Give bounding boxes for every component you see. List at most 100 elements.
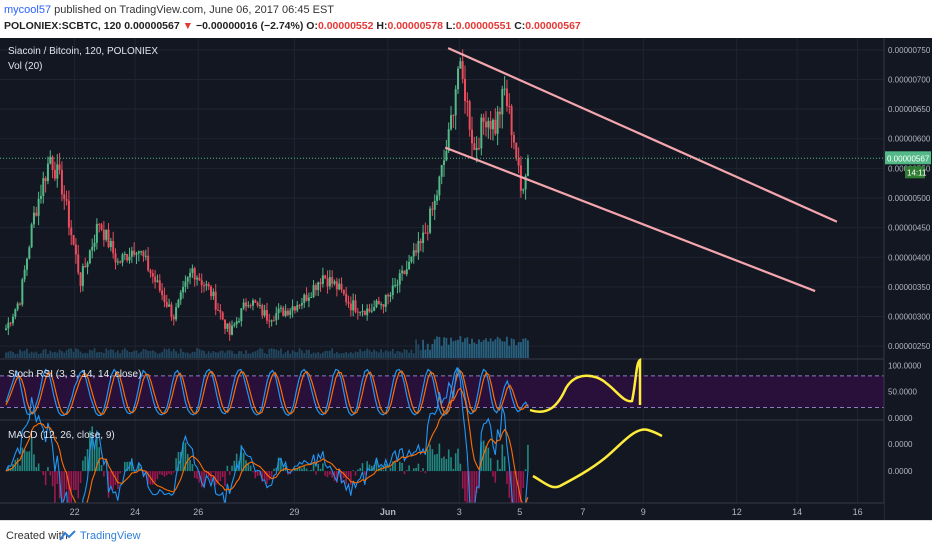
macd-histogram-bar bbox=[364, 471, 366, 476]
macd-histogram-bar bbox=[408, 465, 410, 472]
macd-histogram-bar bbox=[340, 471, 343, 482]
candle bbox=[443, 160, 446, 165]
volume-bar bbox=[431, 343, 434, 358]
price-axis[interactable]: 0.00000750 0.00000700 0.00000650 0.00000600… bbox=[883, 38, 932, 520]
macd-histogram-bar bbox=[336, 471, 338, 483]
volume-bar bbox=[177, 353, 180, 358]
volume-bar bbox=[368, 349, 371, 358]
macd-histogram-bar bbox=[471, 471, 473, 520]
volume-bar bbox=[47, 353, 49, 358]
candle bbox=[258, 305, 261, 307]
price-pane[interactable] bbox=[0, 47, 884, 358]
candle bbox=[426, 232, 429, 234]
volume-bar bbox=[196, 348, 198, 358]
time-tick-label: 29 bbox=[289, 507, 299, 517]
macd-histogram-bar bbox=[447, 449, 450, 472]
candle bbox=[210, 286, 213, 297]
macd-histogram-bar bbox=[312, 463, 315, 472]
macd-histogram-bar bbox=[242, 452, 245, 472]
volume-bar bbox=[424, 349, 427, 358]
macd-pane[interactable] bbox=[0, 367, 884, 520]
volume-bar bbox=[461, 342, 464, 358]
macd-histogram-bar bbox=[496, 459, 499, 472]
macd-histogram-bar bbox=[42, 471, 45, 476]
macd-histogram-bar bbox=[68, 471, 70, 517]
macd-histogram-bar bbox=[228, 471, 231, 475]
volume-bar bbox=[107, 350, 110, 358]
macd-histogram-bar bbox=[219, 471, 222, 482]
volume-bar bbox=[408, 352, 410, 358]
macd-histogram-bar bbox=[182, 442, 184, 472]
candle bbox=[72, 235, 75, 245]
volume-bar bbox=[436, 336, 438, 358]
volume-bar bbox=[266, 353, 268, 358]
candle bbox=[7, 322, 10, 329]
price-tick-label: 0.00000600 bbox=[888, 135, 931, 144]
macd-histogram-bar bbox=[301, 468, 303, 472]
candle bbox=[32, 212, 35, 225]
candle bbox=[163, 295, 166, 302]
candle bbox=[196, 277, 199, 280]
volume-bar bbox=[466, 337, 469, 358]
macd-histogram-bar bbox=[179, 451, 182, 472]
macd-tick-label: 0.0000 bbox=[888, 440, 913, 449]
candle bbox=[505, 88, 508, 107]
candle bbox=[261, 305, 264, 316]
volume-bar bbox=[240, 351, 243, 358]
volume-bar bbox=[144, 349, 147, 358]
tradingview-brand[interactable]: TradingView bbox=[80, 530, 141, 542]
macd-tick-label: 0.0000 bbox=[888, 467, 913, 476]
macd-histogram-bar bbox=[368, 464, 371, 472]
candle bbox=[370, 310, 373, 312]
macd-histogram-bar bbox=[163, 471, 166, 477]
volume-bar bbox=[321, 352, 324, 358]
candle bbox=[424, 232, 427, 234]
volume-bar bbox=[457, 339, 459, 358]
volume-bar bbox=[277, 350, 280, 358]
macd-histogram-bar bbox=[168, 471, 170, 474]
candle bbox=[450, 115, 453, 130]
chart-canvas[interactable]: 0.00000750 0.00000700 0.00000650 0.00000600… bbox=[0, 38, 932, 520]
macd-histogram-bar bbox=[303, 466, 306, 472]
candle bbox=[149, 270, 152, 274]
volume-bar bbox=[233, 353, 236, 358]
candle bbox=[128, 256, 131, 261]
volume-bar bbox=[412, 353, 415, 358]
macd-histogram-bar bbox=[86, 449, 89, 472]
volume-bar bbox=[361, 351, 364, 358]
macd-histogram-bar bbox=[426, 449, 429, 472]
macd-histogram-bar bbox=[107, 471, 110, 498]
volume-bar bbox=[445, 337, 448, 358]
volume-bar bbox=[109, 349, 112, 358]
volume-bar bbox=[142, 349, 145, 358]
volume-bar bbox=[189, 353, 191, 358]
macd-histogram-bar bbox=[322, 463, 324, 472]
candle bbox=[21, 279, 24, 305]
candle bbox=[377, 300, 380, 305]
time-axis[interactable]: 22 24 26 29 Jun 3 5 7 9 12 14 16 bbox=[0, 502, 884, 520]
volume-bar bbox=[165, 349, 168, 358]
price-tick-label: 0.00000450 bbox=[888, 224, 931, 233]
author-link[interactable]: mycool57 bbox=[4, 4, 52, 16]
volume-bar bbox=[123, 348, 126, 358]
macd-histogram-bar bbox=[319, 468, 322, 472]
candle bbox=[39, 196, 42, 199]
candle bbox=[286, 310, 289, 315]
candle bbox=[489, 120, 492, 130]
candle bbox=[235, 321, 238, 325]
volume-bar bbox=[259, 348, 261, 358]
macd-histogram-bar bbox=[389, 467, 392, 472]
candle bbox=[401, 270, 404, 274]
candle bbox=[415, 250, 418, 253]
candle bbox=[231, 325, 234, 335]
macd-histogram-bar bbox=[226, 465, 229, 472]
candle bbox=[289, 310, 292, 315]
candle bbox=[380, 304, 383, 306]
volume-bar bbox=[179, 348, 182, 358]
volume-bar bbox=[88, 349, 91, 358]
candle bbox=[251, 300, 254, 306]
volume-bar bbox=[268, 348, 271, 358]
candle bbox=[121, 254, 124, 263]
candle bbox=[398, 273, 401, 285]
candle bbox=[193, 268, 196, 280]
